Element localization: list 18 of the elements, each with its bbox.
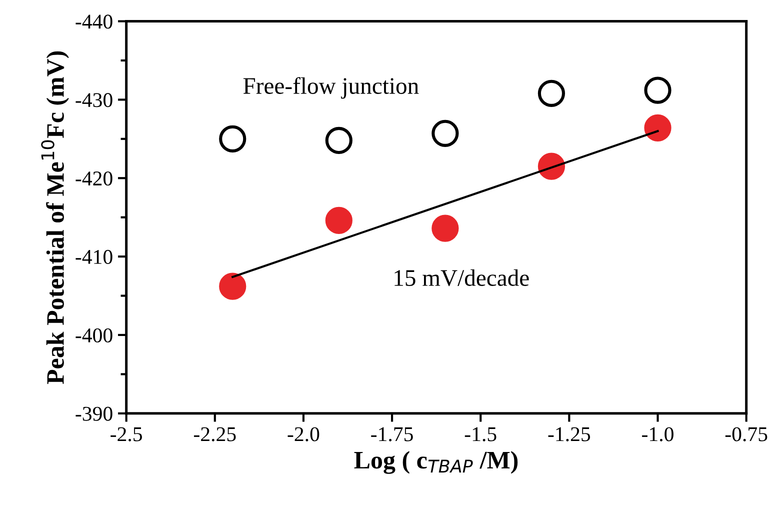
y-tick-label: -420 [76, 171, 112, 186]
annotation: Free-flow junction [243, 77, 419, 99]
x-tick-label: -2.5 [110, 427, 142, 442]
x-tick-label: -2.25 [194, 427, 236, 442]
x-tick-label: -1.5 [464, 427, 496, 442]
y-tick-label: -430 [76, 93, 112, 108]
annotation: 15 mV/decade [394, 269, 529, 286]
x-tick-label: -2.0 [288, 427, 320, 442]
y-tick-label: -440 [76, 14, 112, 29]
x-tick-label: -1.75 [371, 427, 413, 442]
x-tick-label: -0.75 [725, 427, 768, 442]
y-axis-title: Peak Potential of Me$^{10}$Fc (mV) [41, 51, 70, 384]
x-tick-label: -1.25 [548, 427, 590, 442]
y-tick-label: -410 [76, 250, 112, 264]
y-tick-label: -390 [76, 406, 112, 421]
y-tick-label: -400 [76, 328, 112, 342]
x-tick-label: -1.0 [642, 427, 674, 442]
x-axis-title: Log ( c$_{TBAP}$ /M) [354, 451, 518, 474]
